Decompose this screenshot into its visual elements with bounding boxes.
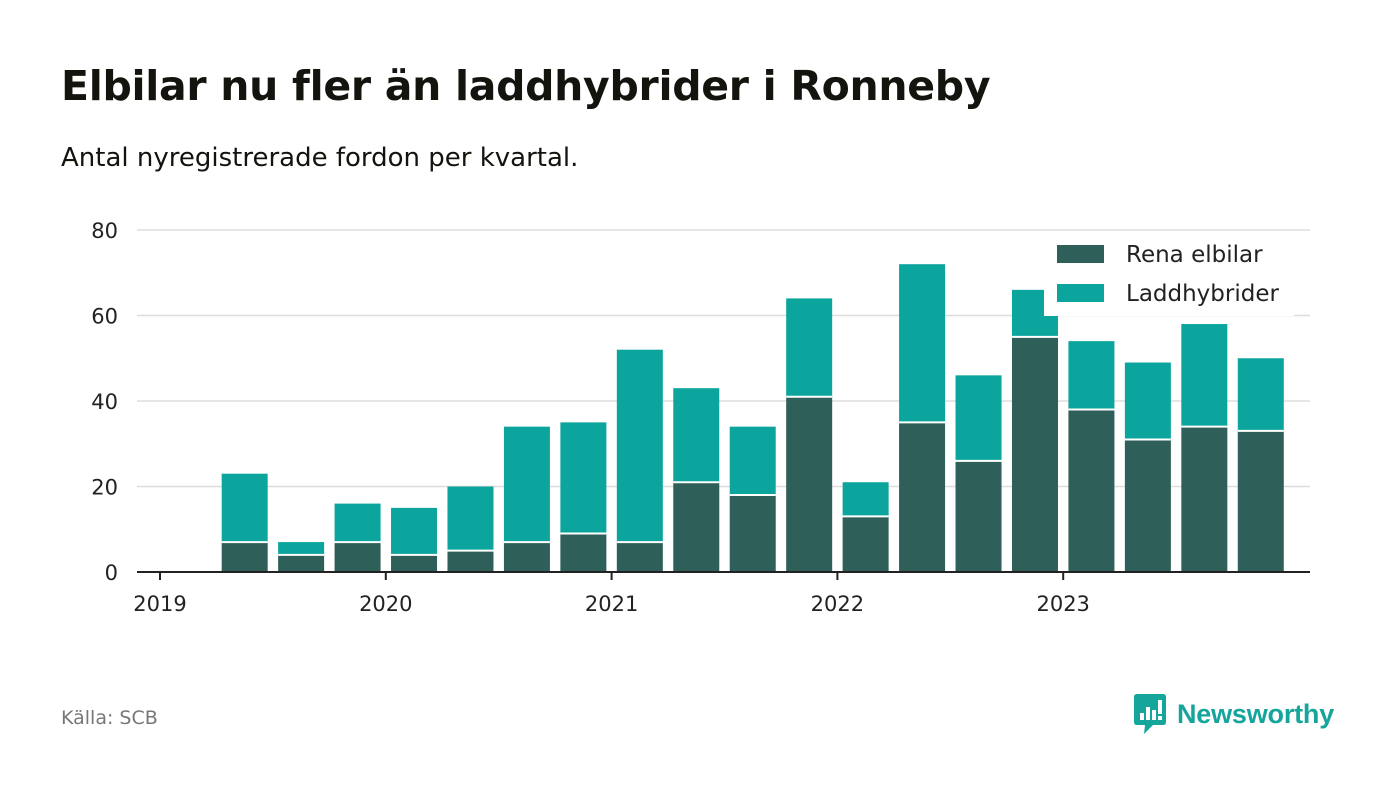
x-tick-label: 2019: [133, 592, 186, 616]
bar-elbilar: [221, 542, 268, 572]
bar-elbilar: [1237, 430, 1284, 572]
bar-elbilar: [786, 396, 833, 572]
bar-laddhybrider: [221, 473, 268, 543]
bar-laddhybrider: [1237, 358, 1284, 431]
bar-laddhybrider: [955, 375, 1002, 461]
bar-laddhybrider: [447, 486, 494, 551]
legend-label: Laddhybrider: [1126, 281, 1279, 307]
y-tick-label: 0: [105, 561, 118, 585]
bar-elbilar: [1011, 336, 1058, 572]
bar-laddhybrider: [729, 426, 776, 496]
bar-laddhybrider: [1181, 324, 1228, 427]
y-tick-label: 20: [91, 476, 118, 500]
bar-elbilar: [278, 554, 325, 572]
bar-elbilar: [503, 542, 550, 572]
x-tick-label: 2020: [359, 592, 412, 616]
bar-elbilar: [955, 460, 1002, 572]
bar-elbilar: [1124, 439, 1171, 572]
chart-title: Elbilar nu fler än laddhybrider i Ronneb…: [61, 62, 991, 110]
bar-elbilar: [729, 495, 776, 572]
source-note: Källa: SCB: [61, 707, 158, 729]
bar-elbilar: [1068, 409, 1115, 572]
bar-laddhybrider: [391, 507, 438, 555]
bar-elbilar: [842, 516, 889, 572]
bar-laddhybrider: [503, 426, 550, 543]
legend-swatch-laddhybrider: [1057, 284, 1104, 302]
bar-laddhybrider: [560, 422, 607, 534]
bar-elbilar: [560, 533, 607, 572]
y-tick-label: 80: [91, 219, 118, 243]
bar-laddhybrider: [899, 264, 946, 423]
bar-elbilar: [447, 550, 494, 572]
legend-swatch-elbilar: [1057, 245, 1104, 263]
bar-elbilar: [1181, 426, 1228, 572]
bar-laddhybrider: [673, 388, 720, 483]
bar-elbilar: [899, 422, 946, 572]
bar-elbilar: [616, 542, 663, 572]
bar-laddhybrider: [786, 298, 833, 397]
brand-name: Newsworthy: [1177, 698, 1335, 729]
bar-elbilar: [673, 482, 720, 572]
bar-laddhybrider: [1068, 341, 1115, 410]
bar-elbilar: [334, 542, 381, 572]
legend-label: Rena elbilar: [1126, 242, 1263, 268]
x-tick-label: 2023: [1036, 592, 1089, 616]
stacked-bar-chart: 0 20 40 60 80 2019 2020 2021 2022 2023 Rena elbila…: [91, 219, 1310, 616]
chart-subtitle: Antal nyregistrerade fordon per kvartal.: [61, 143, 579, 173]
x-tick-label: 2021: [585, 592, 638, 616]
y-tick-label: 60: [91, 305, 118, 329]
bar-laddhybrider: [334, 503, 381, 543]
x-tick-label: 2022: [811, 592, 864, 616]
bar-laddhybrider: [842, 482, 889, 517]
bar-elbilar: [391, 554, 438, 572]
y-tick-label: 40: [91, 390, 118, 414]
bar-laddhybrider: [1124, 362, 1171, 440]
brand-logo: Newsworthy: [1133, 692, 1334, 736]
newsworthy-logo-icon: [1134, 694, 1166, 734]
bar-laddhybrider: [616, 349, 663, 543]
bar-laddhybrider: [278, 542, 325, 555]
